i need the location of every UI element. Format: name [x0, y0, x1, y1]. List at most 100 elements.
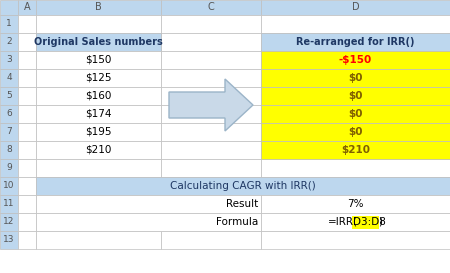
- Bar: [18, 231, 36, 249]
- Bar: [36, 123, 161, 141]
- Bar: [36, 33, 161, 51]
- Bar: [261, 69, 450, 87]
- Text: Re-arranged for IRR(): Re-arranged for IRR(): [296, 37, 415, 47]
- Bar: [161, 69, 261, 87]
- Bar: [36, 177, 161, 195]
- Bar: [36, 69, 161, 87]
- Bar: [261, 0, 450, 15]
- Bar: [0, 105, 18, 123]
- Text: 6: 6: [6, 109, 12, 118]
- Bar: [36, 231, 161, 249]
- Bar: [261, 141, 450, 159]
- Bar: [36, 0, 161, 15]
- Text: 8: 8: [6, 146, 12, 155]
- Bar: [36, 195, 161, 213]
- Text: 3: 3: [6, 55, 12, 64]
- Bar: [261, 159, 450, 177]
- Bar: [0, 213, 18, 231]
- Bar: [18, 51, 36, 69]
- Bar: [0, 15, 18, 33]
- Bar: [36, 177, 450, 195]
- Bar: [0, 195, 18, 213]
- Bar: [261, 15, 450, 33]
- Bar: [261, 195, 450, 213]
- Bar: [18, 195, 36, 213]
- Text: $210: $210: [86, 145, 112, 155]
- Text: $150: $150: [86, 55, 112, 65]
- Bar: [18, 123, 36, 141]
- Bar: [18, 69, 36, 87]
- Bar: [36, 51, 161, 69]
- Bar: [18, 33, 36, 51]
- Text: 9: 9: [6, 164, 12, 173]
- Bar: [0, 123, 18, 141]
- Bar: [36, 51, 161, 69]
- Bar: [36, 15, 161, 33]
- Bar: [261, 141, 450, 159]
- Text: 1: 1: [6, 19, 12, 28]
- Bar: [261, 87, 450, 105]
- Bar: [18, 105, 36, 123]
- Bar: [161, 0, 261, 15]
- Text: $160: $160: [86, 91, 112, 101]
- Bar: [261, 51, 450, 69]
- Text: =IRR(: =IRR(: [328, 217, 358, 227]
- Text: 4: 4: [6, 73, 12, 82]
- Bar: [161, 123, 261, 141]
- Text: B: B: [95, 2, 102, 13]
- Bar: [261, 123, 450, 141]
- Bar: [36, 213, 261, 231]
- Bar: [0, 159, 18, 177]
- Text: Result: Result: [226, 199, 258, 209]
- Text: $174: $174: [85, 109, 112, 119]
- Bar: [18, 141, 36, 159]
- Text: 13: 13: [3, 236, 15, 245]
- Bar: [0, 177, 18, 195]
- Text: D3:D8: D3:D8: [353, 217, 386, 227]
- Bar: [261, 177, 450, 195]
- Text: $210: $210: [341, 145, 370, 155]
- Bar: [0, 231, 18, 249]
- Bar: [18, 213, 36, 231]
- Bar: [261, 105, 450, 123]
- Bar: [261, 33, 450, 51]
- Text: $0: $0: [348, 127, 363, 137]
- Text: $0: $0: [348, 73, 363, 83]
- Bar: [261, 213, 450, 231]
- Bar: [18, 15, 36, 33]
- Bar: [36, 213, 161, 231]
- Bar: [0, 69, 18, 87]
- Bar: [161, 51, 261, 69]
- Text: $0: $0: [348, 91, 363, 101]
- Text: C: C: [207, 2, 214, 13]
- Bar: [261, 231, 450, 249]
- Bar: [261, 105, 450, 123]
- Bar: [261, 69, 450, 87]
- Bar: [261, 87, 450, 105]
- Bar: [36, 87, 161, 105]
- Text: $0: $0: [348, 109, 363, 119]
- Bar: [261, 195, 450, 213]
- Text: 11: 11: [3, 200, 15, 209]
- Bar: [36, 195, 261, 213]
- Bar: [161, 141, 261, 159]
- Bar: [161, 15, 261, 33]
- Bar: [36, 159, 161, 177]
- Bar: [161, 105, 261, 123]
- Bar: [352, 215, 379, 229]
- Bar: [161, 87, 261, 105]
- Polygon shape: [169, 79, 253, 131]
- Text: 7: 7: [6, 127, 12, 136]
- Bar: [36, 105, 161, 123]
- Bar: [261, 51, 450, 69]
- Bar: [36, 123, 161, 141]
- Bar: [161, 177, 261, 195]
- Text: A: A: [24, 2, 30, 13]
- Bar: [261, 33, 450, 51]
- Bar: [18, 159, 36, 177]
- Bar: [36, 141, 161, 159]
- Bar: [161, 159, 261, 177]
- Text: Original Sales numbers: Original Sales numbers: [34, 37, 163, 47]
- Text: Formula: Formula: [216, 217, 258, 227]
- Bar: [161, 195, 261, 213]
